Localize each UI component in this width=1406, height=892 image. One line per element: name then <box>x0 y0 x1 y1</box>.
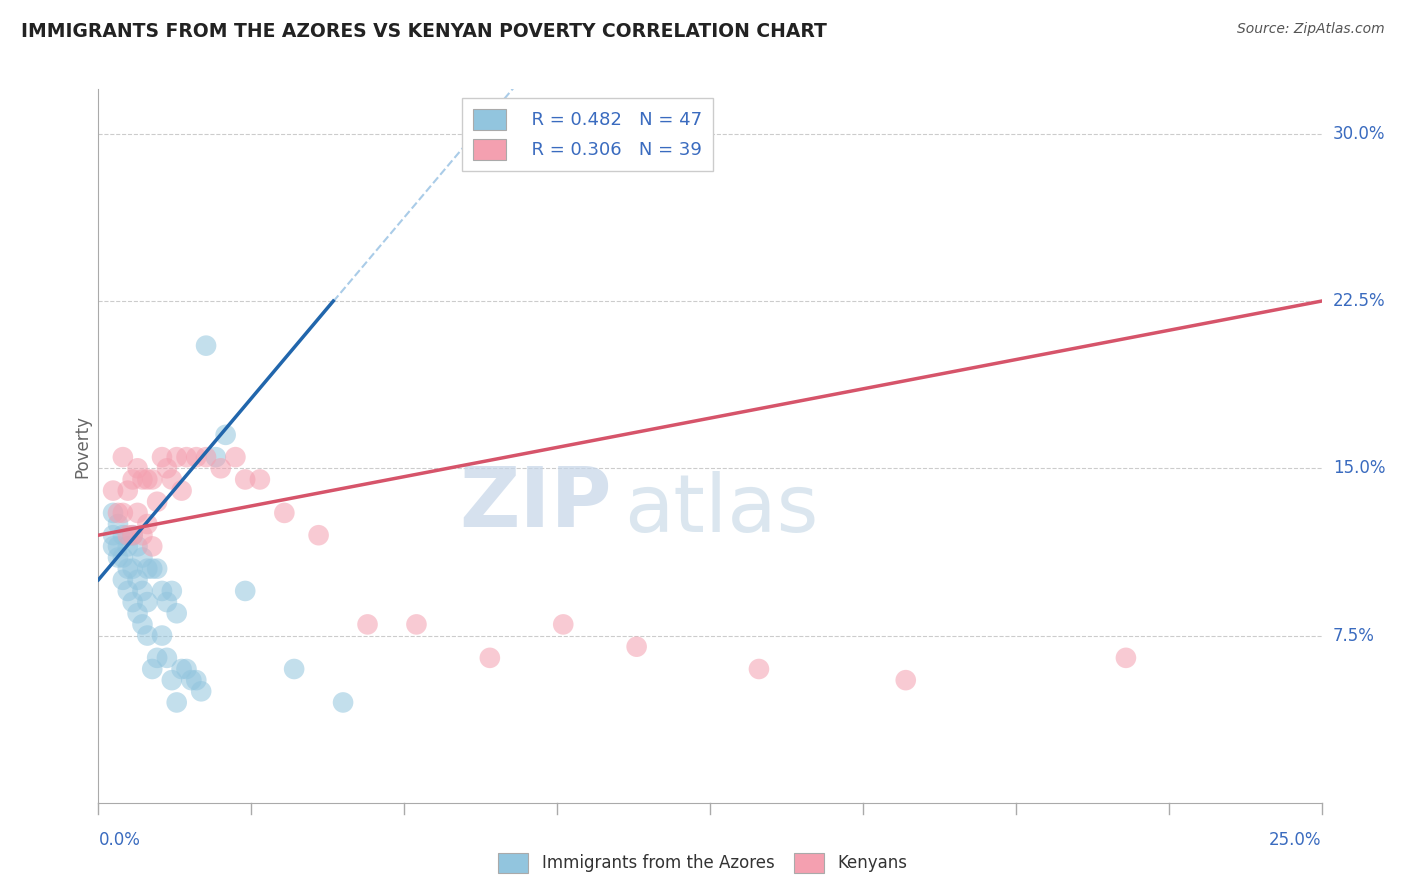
Point <box>195 450 218 465</box>
Point <box>107 550 129 565</box>
Point <box>131 583 153 598</box>
Point <box>111 450 134 465</box>
Point <box>107 517 129 532</box>
Text: 22.5%: 22.5% <box>1333 292 1385 310</box>
Point <box>332 696 354 710</box>
Point <box>186 450 208 465</box>
Point <box>131 550 153 565</box>
Point <box>209 461 232 475</box>
Point <box>205 450 228 465</box>
Point <box>283 662 305 676</box>
Point <box>117 483 139 498</box>
Point <box>121 595 143 609</box>
Point <box>131 473 153 487</box>
Point <box>405 617 427 632</box>
Point <box>186 673 208 687</box>
Point <box>224 450 246 465</box>
Point <box>180 673 202 687</box>
Point <box>356 617 378 632</box>
Point <box>160 673 183 687</box>
Point <box>127 573 149 587</box>
Point <box>127 506 149 520</box>
Point <box>107 539 129 553</box>
Point <box>626 640 648 654</box>
Point <box>117 583 139 598</box>
Point <box>1115 651 1137 665</box>
Text: atlas: atlas <box>624 471 818 549</box>
Point <box>146 651 169 665</box>
Point <box>101 506 124 520</box>
Point <box>111 506 134 520</box>
Point <box>107 506 129 520</box>
Point <box>131 617 153 632</box>
Point <box>127 607 149 621</box>
Point <box>146 562 169 576</box>
Text: ZIP: ZIP <box>460 463 612 543</box>
Point <box>150 628 173 642</box>
Point <box>166 696 188 710</box>
Point <box>141 539 163 553</box>
Point <box>101 483 124 498</box>
Point <box>195 338 218 352</box>
Point <box>117 562 139 576</box>
Point <box>156 595 179 609</box>
Point <box>166 450 188 465</box>
Text: 0.0%: 0.0% <box>98 830 141 848</box>
Point <box>101 528 124 542</box>
Point <box>111 573 134 587</box>
Point <box>127 539 149 553</box>
Point <box>117 528 139 542</box>
Y-axis label: Poverty: Poverty <box>73 415 91 477</box>
Point <box>131 528 153 542</box>
Text: 7.5%: 7.5% <box>1333 626 1375 645</box>
Legend: Immigrants from the Azores, Kenyans: Immigrants from the Azores, Kenyans <box>492 847 914 880</box>
Point <box>308 528 330 542</box>
Point <box>136 595 159 609</box>
Text: 15.0%: 15.0% <box>1333 459 1385 477</box>
Point <box>249 473 271 487</box>
Point <box>141 562 163 576</box>
Point <box>176 662 198 676</box>
Point <box>101 539 124 553</box>
Text: 25.0%: 25.0% <box>1270 830 1322 848</box>
Point <box>156 651 179 665</box>
Text: 30.0%: 30.0% <box>1333 125 1385 143</box>
Point <box>117 539 139 553</box>
Point <box>170 483 193 498</box>
Point <box>150 450 173 465</box>
Point <box>121 562 143 576</box>
Point <box>233 473 256 487</box>
Point <box>121 528 143 542</box>
Point <box>146 494 169 508</box>
Point <box>136 517 159 532</box>
Text: Source: ZipAtlas.com: Source: ZipAtlas.com <box>1237 22 1385 37</box>
Text: IMMIGRANTS FROM THE AZORES VS KENYAN POVERTY CORRELATION CHART: IMMIGRANTS FROM THE AZORES VS KENYAN POV… <box>21 22 827 41</box>
Point <box>748 662 770 676</box>
Point <box>141 473 163 487</box>
Point <box>190 684 212 698</box>
Legend:   R = 0.482   N = 47,   R = 0.306   N = 39: R = 0.482 N = 47, R = 0.306 N = 39 <box>463 98 713 170</box>
Point <box>214 427 236 442</box>
Point <box>150 583 173 598</box>
Point <box>176 450 198 465</box>
Point <box>136 473 159 487</box>
Point <box>111 550 134 565</box>
Point <box>553 617 575 632</box>
Point <box>121 473 143 487</box>
Point <box>127 461 149 475</box>
Point <box>160 473 183 487</box>
Point <box>121 528 143 542</box>
Point <box>136 562 159 576</box>
Point <box>156 461 179 475</box>
Point <box>160 583 183 598</box>
Point <box>111 528 134 542</box>
Point <box>273 506 295 520</box>
Point <box>141 662 163 676</box>
Point <box>166 607 188 621</box>
Point <box>478 651 501 665</box>
Point <box>136 628 159 642</box>
Point <box>894 673 917 687</box>
Point <box>233 583 256 598</box>
Point <box>170 662 193 676</box>
